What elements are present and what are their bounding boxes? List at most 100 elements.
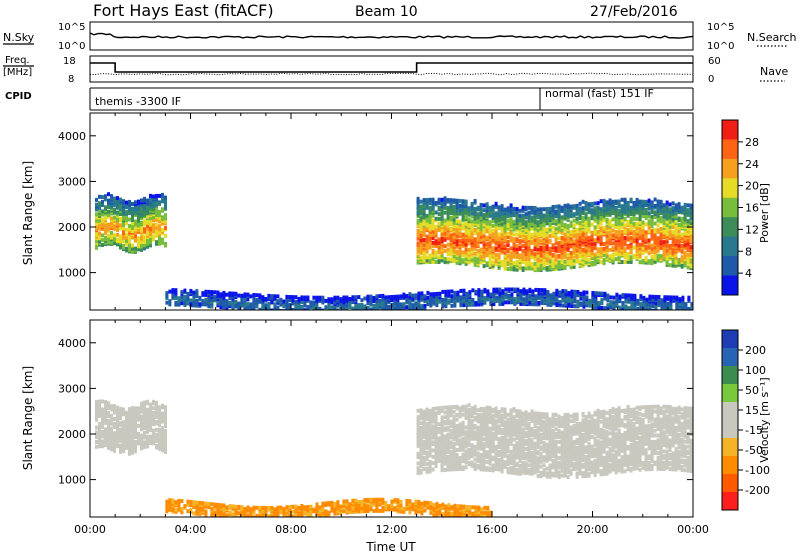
heatmap-cell — [452, 414, 456, 419]
heatmap-cell — [608, 235, 612, 240]
heatmap-cell — [416, 241, 420, 246]
heatmap-cell — [647, 251, 651, 256]
heatmap-cell — [422, 427, 426, 432]
heatmap-cell — [249, 294, 253, 299]
heatmap-cell — [659, 239, 663, 244]
heatmap-cell — [672, 295, 676, 300]
heatmap-cell — [482, 264, 486, 269]
heatmap-cell — [503, 450, 507, 455]
heatmap-cell — [566, 213, 570, 217]
heatmap-cell — [437, 406, 441, 411]
heatmap-cell — [660, 298, 664, 303]
heatmap-cell — [500, 263, 504, 268]
heatmap-cell — [476, 425, 480, 430]
heatmap-cell — [491, 438, 495, 443]
heatmap-cell — [467, 460, 471, 465]
heatmap-cell — [500, 242, 504, 247]
heatmap-cell — [575, 234, 579, 239]
heatmap-cell — [164, 198, 167, 203]
heatmap-cell — [615, 299, 619, 303]
heatmap-cell — [485, 431, 489, 436]
heatmap-cell — [633, 293, 637, 298]
heatmap-cell — [447, 292, 451, 297]
heatmap-cell — [530, 215, 534, 220]
heatmap-cell — [119, 223, 122, 228]
heatmap-cell — [641, 258, 645, 263]
heatmap-cell — [246, 297, 250, 302]
heatmap-cell — [455, 424, 459, 428]
nsky-tick-bottom: 10^0 — [58, 41, 85, 52]
heatmap-cell — [171, 288, 175, 293]
heatmap-cell — [506, 254, 510, 259]
heatmap-cell — [476, 440, 480, 445]
heatmap-cell — [285, 302, 289, 307]
heatmap-cell — [485, 408, 489, 413]
heatmap-cell — [671, 260, 675, 265]
heatmap-cell — [437, 255, 441, 260]
heatmap-cell — [614, 199, 618, 204]
heatmap-cell — [261, 295, 265, 300]
heatmap-cell — [554, 246, 558, 251]
heatmap-cell — [473, 411, 477, 416]
heatmap-cell — [614, 257, 618, 262]
heatmap-cell — [671, 263, 675, 268]
heatmap-cell — [431, 434, 435, 438]
heatmap-cell — [611, 255, 615, 260]
heatmap-cell — [554, 209, 558, 214]
heatmap-cell — [479, 453, 483, 457]
heatmap-cell — [531, 299, 535, 303]
heatmap-cell — [446, 408, 450, 413]
heatmap-cell — [533, 257, 537, 261]
heatmap-cell — [101, 209, 104, 214]
heatmap-cell — [554, 254, 558, 259]
heatmap-cell — [512, 219, 516, 224]
heatmap-cell — [686, 238, 690, 243]
heatmap-cell — [104, 230, 107, 235]
heatmap-cell — [158, 193, 161, 198]
heatmap-cell — [134, 219, 137, 224]
heatmap-cell — [101, 195, 104, 200]
heatmap-cell — [524, 263, 528, 268]
heatmap-cell — [668, 234, 672, 239]
heatmap-cell — [584, 223, 588, 228]
heatmap-cell — [566, 203, 570, 208]
heatmap-cell — [494, 456, 498, 460]
heatmap-cell — [510, 287, 514, 292]
heatmap-cell — [476, 242, 480, 247]
heatmap-cell — [645, 297, 649, 302]
heatmap-cell — [330, 297, 334, 302]
heatmap-cell — [584, 220, 588, 225]
heatmap-cell — [671, 225, 675, 230]
heatmap-cell — [446, 226, 450, 231]
heatmap-cell — [485, 208, 489, 213]
heatmap-cell — [437, 205, 441, 210]
heatmap-cell — [570, 304, 574, 308]
heatmap-cell — [491, 219, 495, 223]
heatmap-cell — [458, 256, 462, 261]
heatmap-cell — [653, 232, 657, 237]
heatmap-cell — [509, 246, 513, 251]
heatmap-cell — [219, 297, 223, 302]
heatmap-cell — [491, 231, 495, 236]
heatmap-cell — [494, 230, 498, 235]
heatmap-cell — [131, 221, 134, 226]
heatmap-cell — [582, 290, 586, 295]
heatmap-cell — [155, 217, 158, 222]
heatmap-cell — [440, 405, 444, 410]
heatmap-cell — [524, 252, 528, 257]
heatmap-cell — [375, 294, 379, 299]
heatmap-cell — [632, 232, 636, 237]
heatmap-cell — [527, 241, 531, 245]
heatmap-cell — [419, 432, 423, 437]
heatmap-cell — [446, 233, 450, 238]
heatmap-cell — [497, 216, 501, 221]
heatmap-cell — [186, 291, 190, 296]
heatmap-cell — [122, 229, 125, 234]
heatmap-cell — [623, 260, 627, 264]
heatmap-cell — [101, 199, 104, 204]
heatmap-cell — [137, 199, 140, 204]
heatmap-cell — [500, 207, 504, 212]
heatmap-cell — [494, 411, 498, 416]
heatmap-cell — [512, 210, 516, 214]
heatmap-cell — [461, 452, 465, 457]
